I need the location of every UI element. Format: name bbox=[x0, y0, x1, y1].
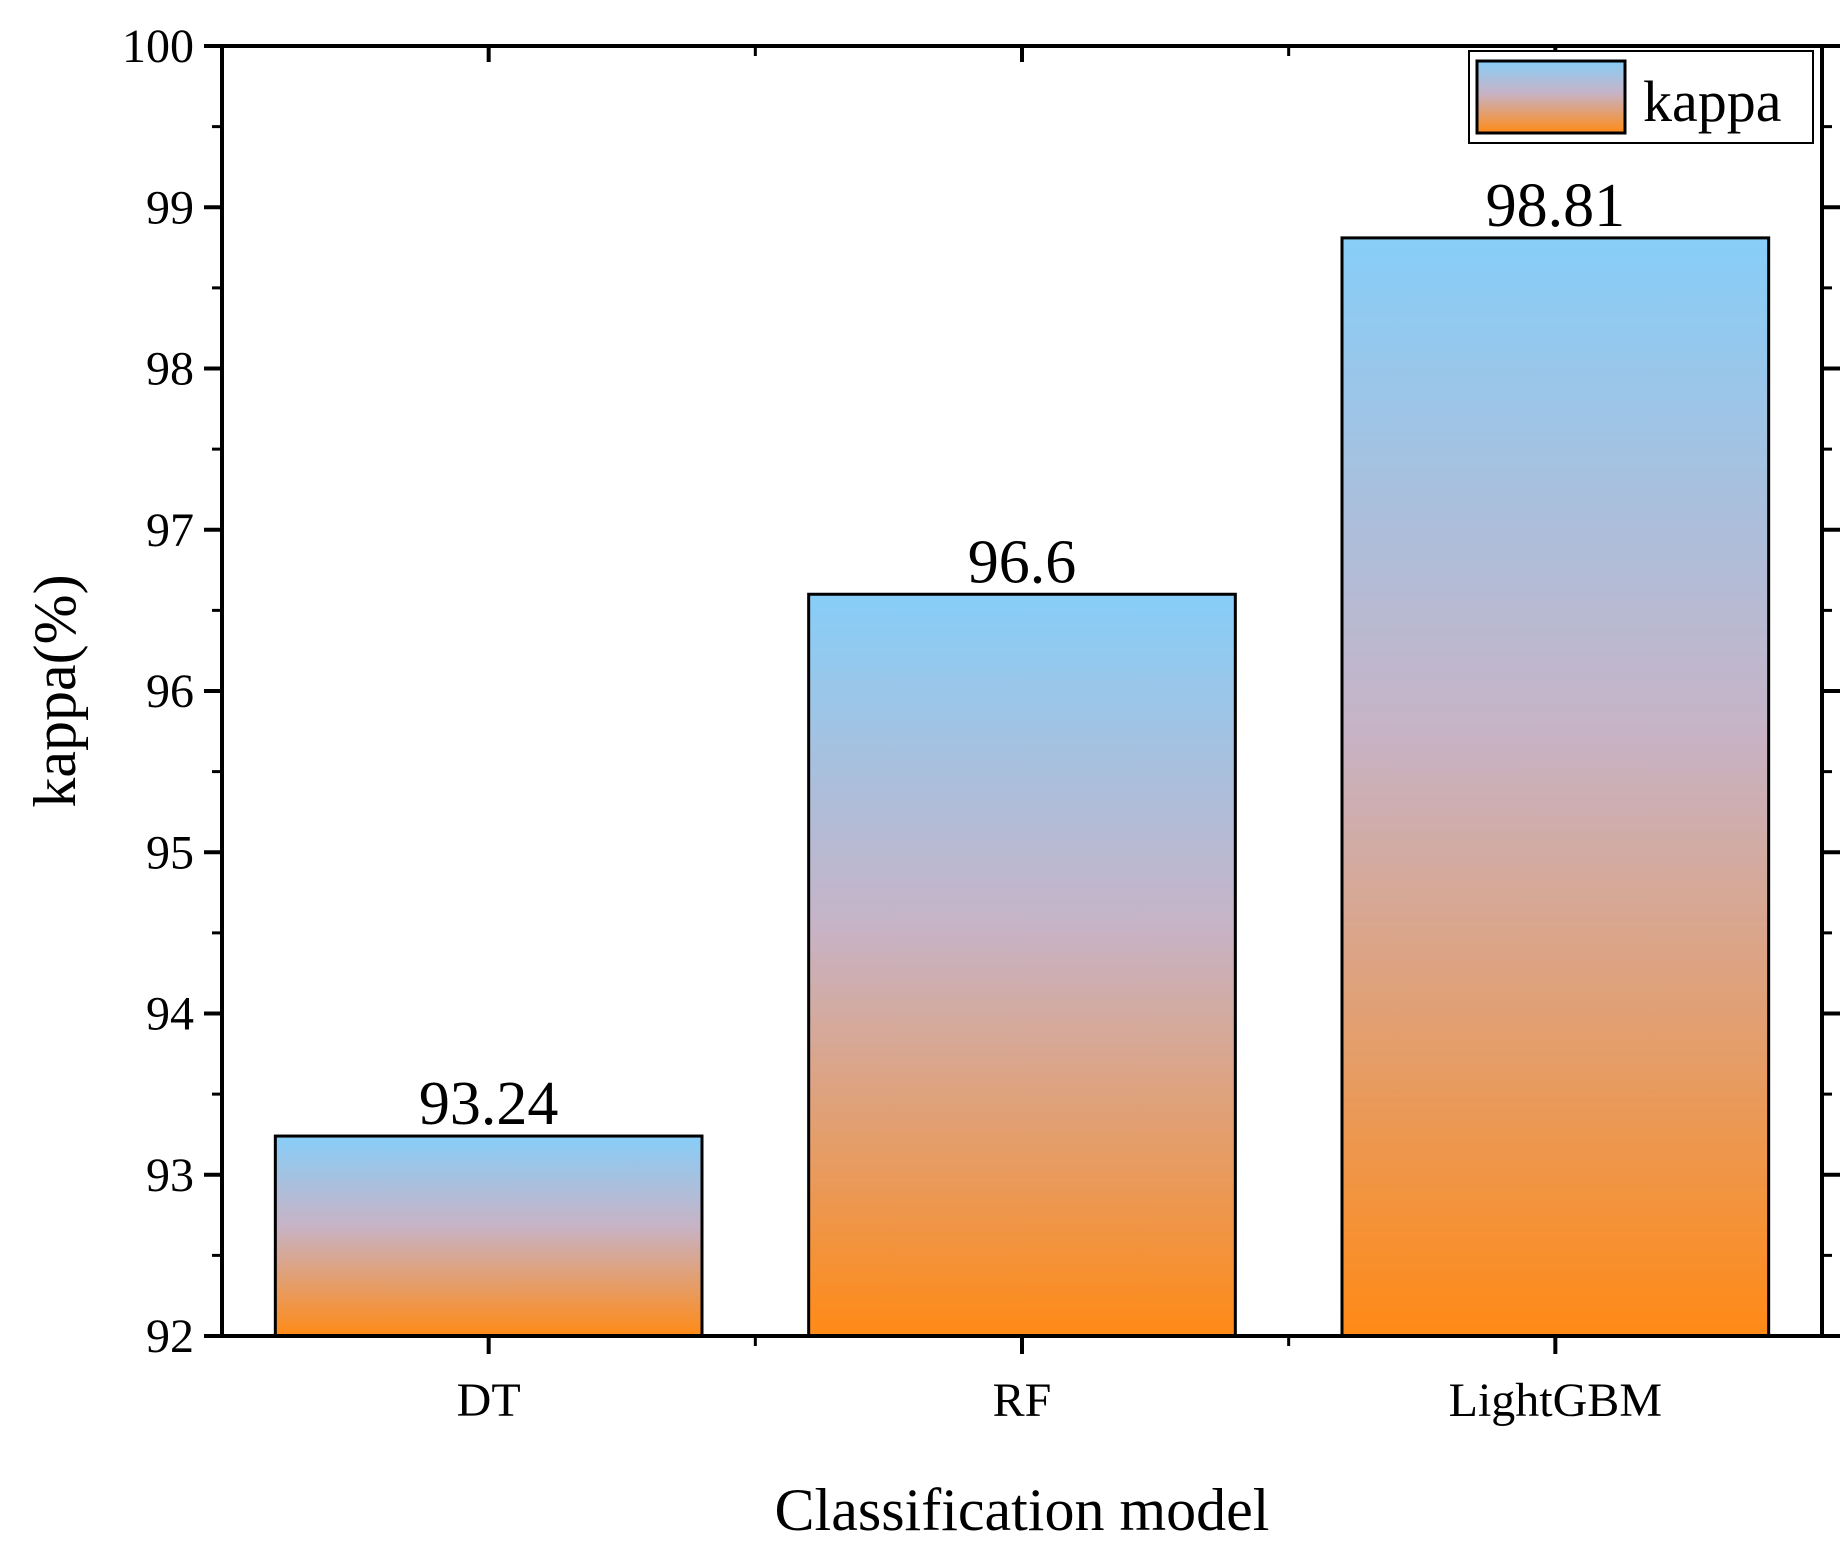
x-axis-ticks: DT RF LightGBM bbox=[457, 46, 1662, 1427]
data-label-rf: 96.6 bbox=[968, 528, 1077, 596]
data-labels-group: 93.24 96.6 98.81 bbox=[419, 172, 1625, 1138]
data-label-lightgbm: 98.81 bbox=[1486, 172, 1626, 240]
x-tick-label-lightgbm: LightGBM bbox=[1449, 1374, 1662, 1427]
bar-lightgbm bbox=[1340, 236, 1771, 1338]
y-tick-label-96: 96 bbox=[146, 665, 194, 718]
x-axis-title: Classification model bbox=[775, 1477, 1270, 1543]
legend-entry-kappa: kappa bbox=[1643, 69, 1782, 134]
legend: kappa bbox=[1468, 50, 1814, 144]
bars-group bbox=[273, 236, 1771, 1338]
y-axis-title: kappa(%) bbox=[22, 574, 88, 807]
data-label-dt: 93.24 bbox=[419, 1070, 559, 1138]
y-tick-label-95: 95 bbox=[146, 826, 194, 879]
y-tick-label-99: 99 bbox=[146, 181, 194, 234]
y-tick-label-92: 92 bbox=[146, 1310, 194, 1363]
y-tick-label-97: 97 bbox=[146, 504, 194, 557]
legend-swatch bbox=[1475, 59, 1627, 135]
y-tick-label-98: 98 bbox=[146, 343, 194, 396]
y-axis-ticks: 92 93 94 95 96 97 98 99 100 bbox=[122, 20, 1840, 1363]
bar-dt bbox=[273, 1134, 704, 1338]
y-tick-label-93: 93 bbox=[146, 1149, 194, 1202]
y-tick-label-94: 94 bbox=[146, 988, 194, 1041]
x-tick-label-dt: DT bbox=[457, 1374, 521, 1427]
bar-rf bbox=[807, 592, 1237, 1338]
y-tick-label-100: 100 bbox=[122, 20, 194, 73]
x-tick-label-rf: RF bbox=[993, 1374, 1052, 1427]
